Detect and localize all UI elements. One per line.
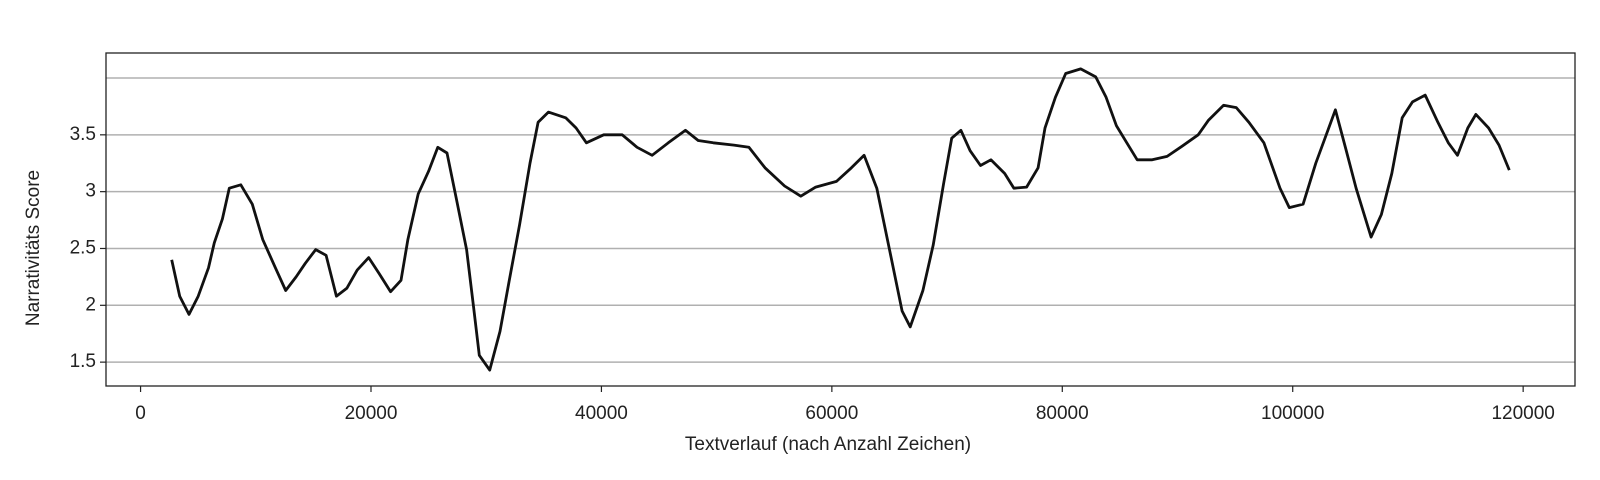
plot-frame — [105, 52, 1576, 387]
x-tick-label: 120000 — [1491, 403, 1554, 424]
y-tick-label: 3 — [85, 181, 96, 202]
y-tick-label: 1.5 — [70, 351, 96, 372]
x-tick-label: 100000 — [1261, 403, 1324, 424]
y-tick-label: 2.5 — [70, 237, 96, 258]
x-tick-label: 80000 — [1036, 403, 1089, 424]
x-tick-label: 0 — [135, 403, 146, 424]
line — [170, 67, 1511, 372]
x-tick-label: 60000 — [805, 403, 858, 424]
x-tick-label: 40000 — [575, 403, 628, 424]
x-tick-label: 20000 — [345, 403, 398, 424]
y-tick-label: 2 — [85, 294, 96, 315]
x-axis-label: Textverlauf (nach Anzahl Zeichen) — [685, 434, 971, 455]
y-tick-label: 3.5 — [70, 124, 96, 145]
y-axis-label: Narrativitäts Score — [23, 170, 44, 326]
